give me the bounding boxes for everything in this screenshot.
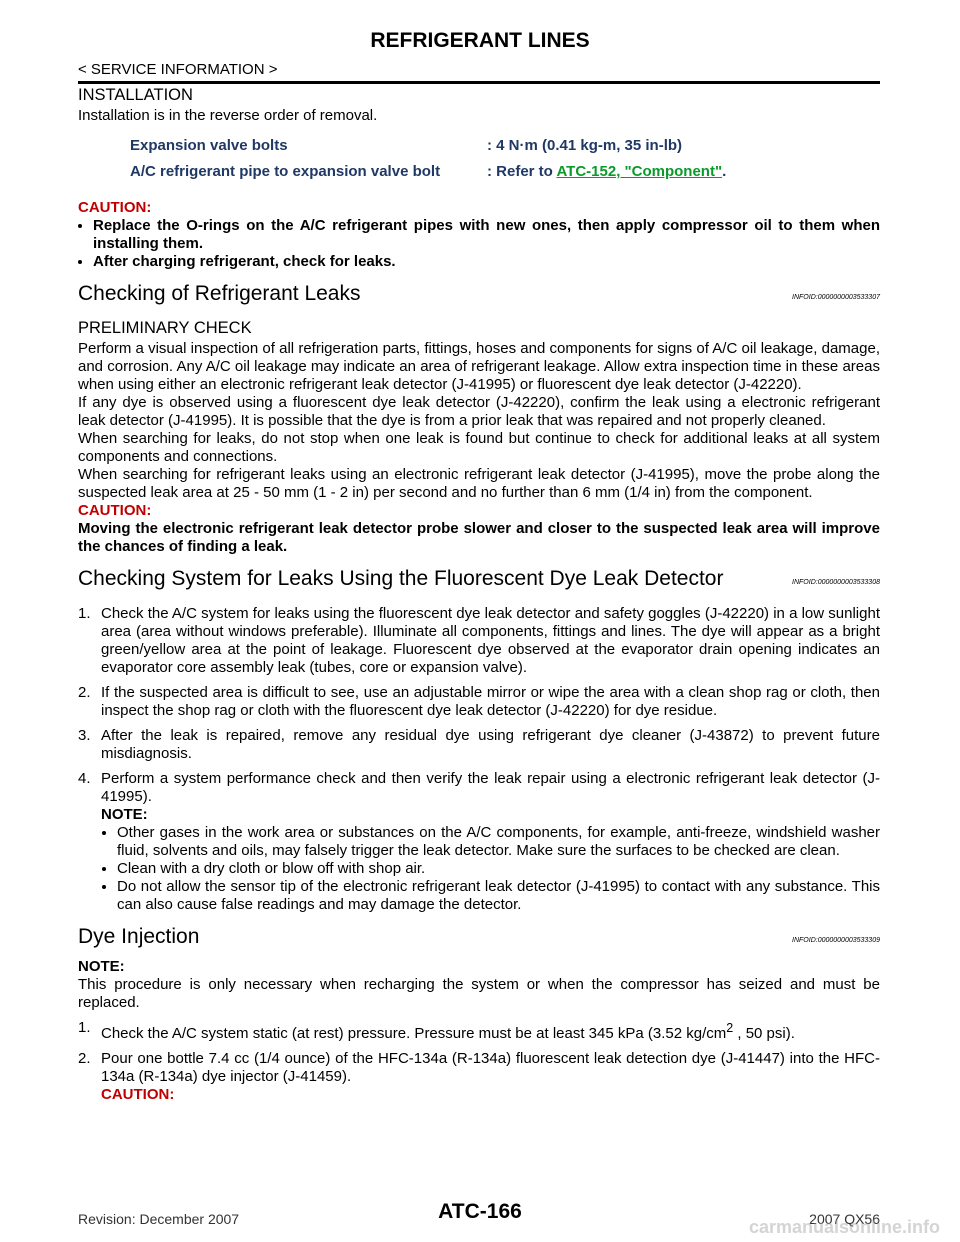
spec-row: A/C refrigerant pipe to expansion valve … xyxy=(130,163,880,189)
caution-label: CAUTION: xyxy=(78,199,152,216)
note-item: Do not allow the sensor tip of the elect… xyxy=(117,878,880,914)
heading: INSTALLATION xyxy=(78,86,193,104)
caution-item: Replace the O-rings on the A/C refrigera… xyxy=(93,217,880,253)
note-label: NOTE: xyxy=(78,958,125,975)
step: 3. After the leak is repaired, remove any… xyxy=(78,727,880,763)
step-body: Perform a system performance check and t… xyxy=(101,770,880,914)
step: 2. If the suspected area is difficult to … xyxy=(78,684,880,720)
note-item: Clean with a dry cloth or blow off with … xyxy=(117,860,880,878)
watermark: carmanualsonline.info xyxy=(748,1217,940,1237)
paragraph: When searching for leaks, do not stop wh… xyxy=(78,430,880,465)
note-list: Other gases in the work area or substanc… xyxy=(101,824,880,914)
step: 2. Pour one bottle 7.4 cc (1/4 ounce) of… xyxy=(78,1050,880,1104)
spec-label: Expansion valve bolts xyxy=(130,137,288,154)
page-title: REFRIGERANT LINES xyxy=(370,29,590,52)
paragraph: Perform a visual inspection of all refri… xyxy=(78,340,880,393)
step-body: Pour one bottle 7.4 cc (1/4 ounce) of th… xyxy=(101,1050,880,1104)
step-number: 1. xyxy=(78,1019,91,1036)
spec-value: : Refer to ATC-152, "Component". xyxy=(487,163,726,189)
spec-table: Expansion valve bolts : 4 N·m (0.41 kg-m,… xyxy=(130,137,880,189)
section-heading: Dye Injection INFOID:0000000003533309 xyxy=(78,924,880,950)
step-text: If the suspected area is difficult to se… xyxy=(101,684,880,719)
heading: Checking of Refrigerant Leaks xyxy=(78,282,361,305)
step-text: Pour one bottle 7.4 cc (1/4 ounce) of th… xyxy=(101,1050,880,1085)
spec-prefix: : Refer to xyxy=(487,163,557,180)
paragraph: When searching for refrigerant leaks usi… xyxy=(78,466,880,501)
header-rule xyxy=(78,81,880,84)
heading: Checking System for Leaks Using the Fluo… xyxy=(78,567,724,590)
step-number: 2. xyxy=(78,684,91,701)
paragraph: This procedure is only necessary when re… xyxy=(78,976,880,1011)
info-id: INFOID:0000000003533307 xyxy=(792,294,880,301)
spec-suffix: . xyxy=(722,163,727,180)
step-text: Check the A/C system static (at rest) pr… xyxy=(101,1019,880,1043)
caution-text: Moving the electronic refrigerant leak d… xyxy=(78,520,880,555)
link[interactable]: ATC-152, "Component" xyxy=(556,163,723,180)
revision: Revision: December 2007 xyxy=(78,1211,240,1227)
info-id: INFOID:0000000003533308 xyxy=(792,579,880,586)
spec-row: Expansion valve bolts : 4 N·m (0.41 kg-m,… xyxy=(130,137,880,163)
spec-label: A/C refrigerant pipe to expansion valve … xyxy=(130,163,441,180)
caution-list: Replace the O-rings on the A/C refrigera… xyxy=(78,217,880,271)
heading: Dye Injection xyxy=(78,925,200,948)
page-number: ATC-166 xyxy=(438,1200,522,1223)
text: , 50 psi). xyxy=(733,1025,795,1042)
text: Check the A/C system static (at rest) pr… xyxy=(101,1025,727,1042)
note-label: NOTE: xyxy=(101,806,148,823)
step: 1. Check the A/C system for leaks using t… xyxy=(78,605,880,677)
paragraph: If any dye is observed using a fluoresce… xyxy=(78,394,880,429)
superscript: 2 xyxy=(726,1021,734,1035)
step-number: 3. xyxy=(78,727,91,744)
step-text: After the leak is repaired, remove any r… xyxy=(101,727,880,762)
step-number: 1. xyxy=(78,605,91,622)
step-number: 4. xyxy=(78,770,91,787)
section-heading: Checking of Refrigerant Leaks INFOID:0000… xyxy=(78,281,880,307)
content: INSTALLATION Installation is in the reve… xyxy=(78,86,880,1104)
step: 1. Check the A/C system static (at rest) … xyxy=(78,1019,880,1043)
step-text: Perform a system performance check and t… xyxy=(101,770,880,805)
section-label: < SERVICE INFORMATION > xyxy=(78,61,278,78)
step-text: Check the A/C system for leaks using the… xyxy=(101,605,880,676)
info-id: INFOID:0000000003533309 xyxy=(792,937,880,944)
step-number: 2. xyxy=(78,1050,91,1067)
section-heading: Checking System for Leaks Using the Fluo… xyxy=(78,566,880,592)
paragraph: Installation is in the reverse order of … xyxy=(78,107,378,124)
caution-label: CAUTION: xyxy=(78,502,152,519)
caution-item: After charging refrigerant, check for le… xyxy=(93,253,880,271)
note-item: Other gases in the work area or substanc… xyxy=(117,824,880,860)
spec-value: : 4 N·m (0.41 kg-m, 35 in-lb) xyxy=(487,137,683,154)
caution-label: CAUTION: xyxy=(101,1086,175,1103)
model: 2007 QX56 xyxy=(809,1211,880,1227)
step: 4. Perform a system performance check an… xyxy=(78,770,880,914)
subheading: PRELIMINARY CHECK xyxy=(78,319,252,337)
